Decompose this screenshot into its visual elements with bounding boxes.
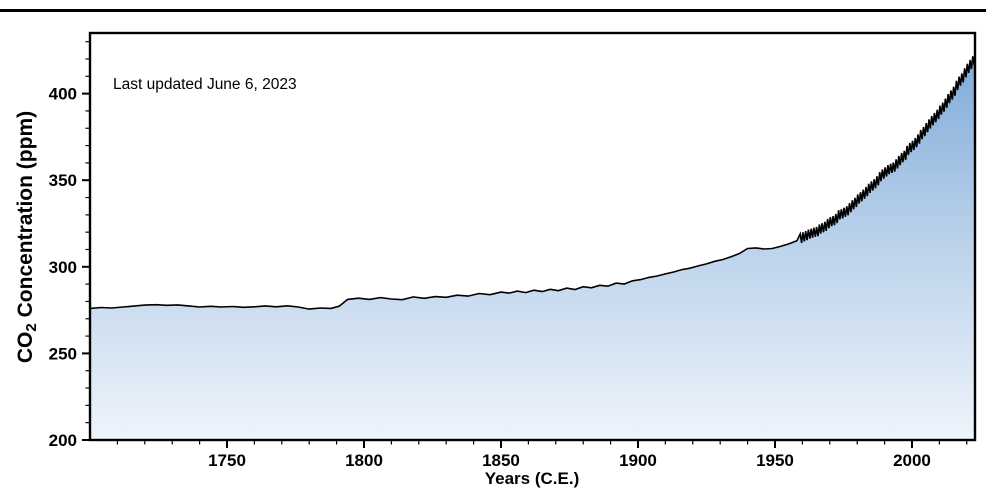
x-tick-label: 1850 [482,451,520,470]
co2-area-fill [90,56,975,440]
y-axis-title-suffix: Concentration (ppm) [13,110,37,324]
last-updated-annotation: Last updated June 6, 2023 [113,76,297,93]
y-tick-label: 250 [49,344,77,363]
y-tick-label: 200 [49,431,77,450]
x-tick-label: 1950 [756,451,794,470]
y-tick-label: 350 [49,171,77,190]
x-tick-label: 2000 [893,451,931,470]
plot-frame [88,31,977,442]
y-axis-title-prefix: CO [13,331,37,364]
x-tick-label: 1800 [345,451,383,470]
y-axis-title-subscript: 2 [23,323,41,332]
x-tick-label: 1750 [208,451,246,470]
x-axis-title: Years (C.E.) [484,469,580,488]
axis-layer: 1750 1800 1850 1900 1950 2000 200 250 300 350 400 [49,41,968,470]
plot-layer [90,52,975,440]
y-tick-label: 300 [49,258,77,277]
y-axis-title: CO2 Concentration (ppm) [14,111,40,363]
x-tick-label: 1900 [619,451,657,470]
y-tick-label: 400 [49,85,77,104]
co2-line [90,52,975,310]
